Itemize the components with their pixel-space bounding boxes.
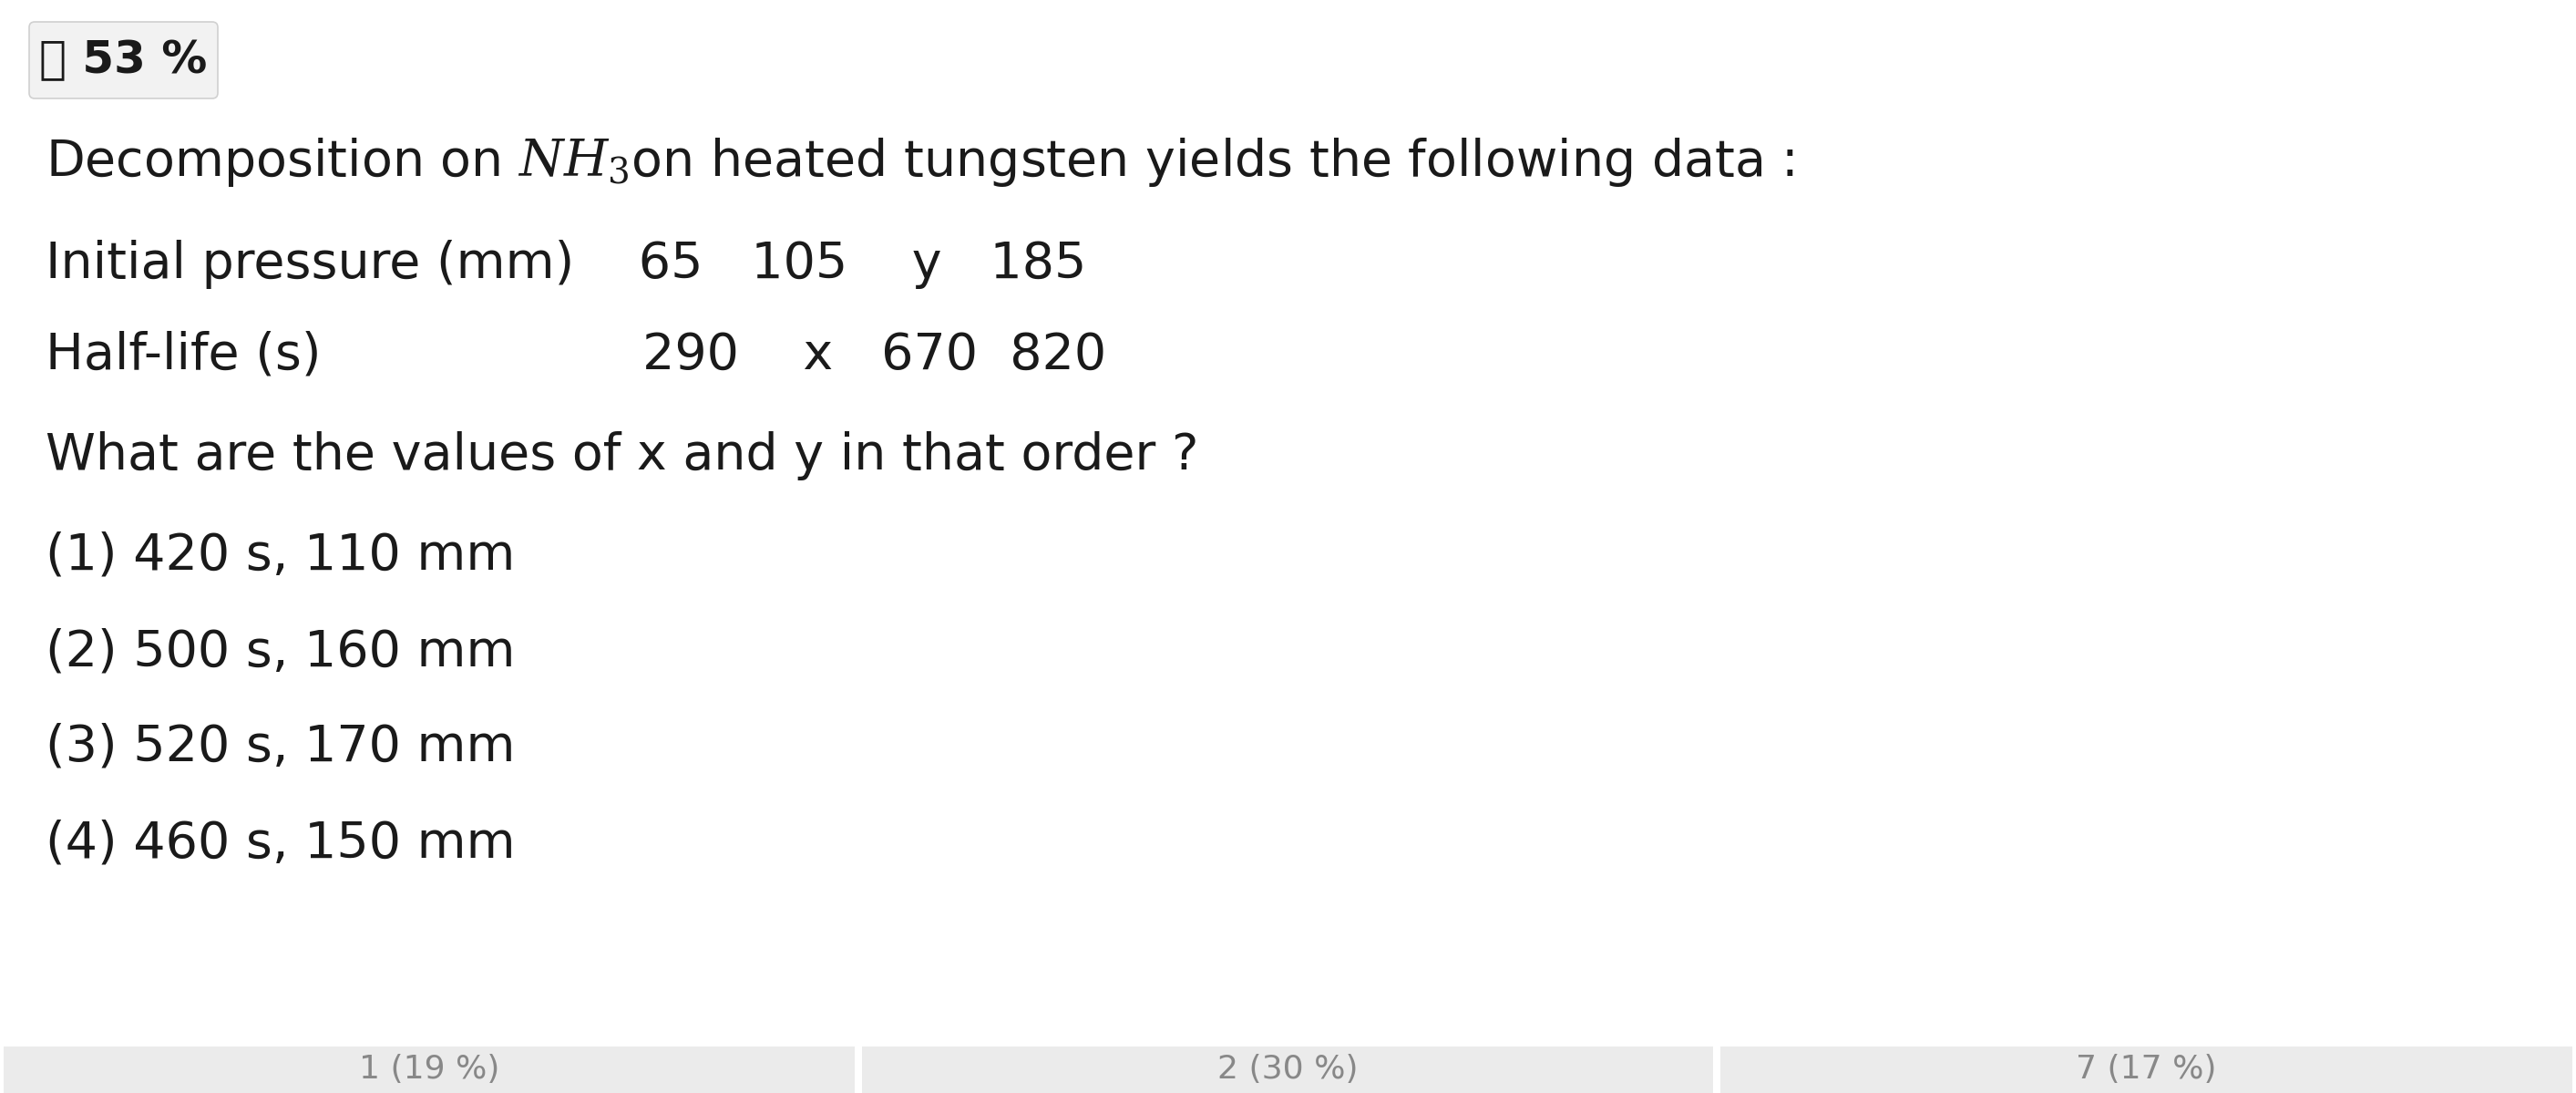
FancyBboxPatch shape (28, 22, 219, 98)
Text: (2) 500 s, 160 mm: (2) 500 s, 160 mm (46, 627, 515, 677)
Text: 1 (19 %): 1 (19 %) (358, 1055, 500, 1085)
Text: Half-life (s)                    290    x   670  820: Half-life (s) 290 x 670 820 (46, 331, 1105, 380)
Text: 7 (17 %): 7 (17 %) (2076, 1055, 2218, 1085)
Text: Decomposition on $NH_3$on heated tungsten yields the following data :: Decomposition on $NH_3$on heated tungste… (46, 136, 1795, 189)
Text: (4) 460 s, 150 mm: (4) 460 s, 150 mm (46, 819, 515, 868)
Bar (3, 1046, 855, 1093)
Text: Initial pressure (mm)    65   105    y   185: Initial pressure (mm) 65 105 y 185 (46, 239, 1087, 289)
Text: (3) 520 s, 170 mm: (3) 520 s, 170 mm (46, 722, 515, 772)
Bar (863, 1046, 1713, 1093)
Text: (1) 420 s, 110 mm: (1) 420 s, 110 mm (46, 531, 515, 580)
Text: 👍 53 %: 👍 53 % (39, 38, 209, 82)
Text: What are the values of x and y in that order ?: What are the values of x and y in that o… (46, 431, 1198, 481)
Text: 2 (30 %): 2 (30 %) (1216, 1055, 1358, 1085)
Bar (1721, 1046, 2573, 1093)
